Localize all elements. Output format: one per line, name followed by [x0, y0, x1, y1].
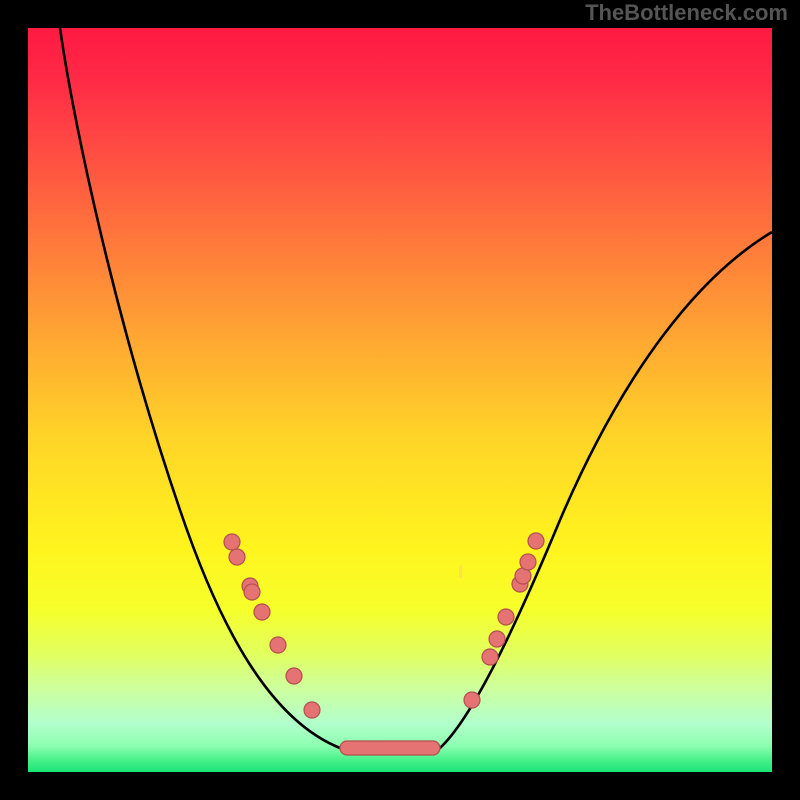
- data-marker: [254, 604, 270, 620]
- data-marker: [520, 554, 536, 570]
- data-marker: [270, 637, 286, 653]
- data-marker: [224, 534, 240, 550]
- data-marker: [482, 649, 498, 665]
- data-marker: [244, 584, 260, 600]
- data-marker: [304, 702, 320, 718]
- data-marker: [528, 533, 544, 549]
- data-marker: [229, 549, 245, 565]
- data-marker: [489, 631, 505, 647]
- side-tick-mark: [459, 566, 462, 578]
- data-marker: [464, 692, 480, 708]
- data-marker: [498, 609, 514, 625]
- data-marker: [286, 668, 302, 684]
- optimal-range-bar: [340, 741, 440, 755]
- bottleneck-chart: [0, 0, 800, 800]
- plot-background: [28, 28, 772, 772]
- watermark-text: TheBottleneck.com: [585, 0, 788, 26]
- chart-container: TheBottleneck.com: [0, 0, 800, 800]
